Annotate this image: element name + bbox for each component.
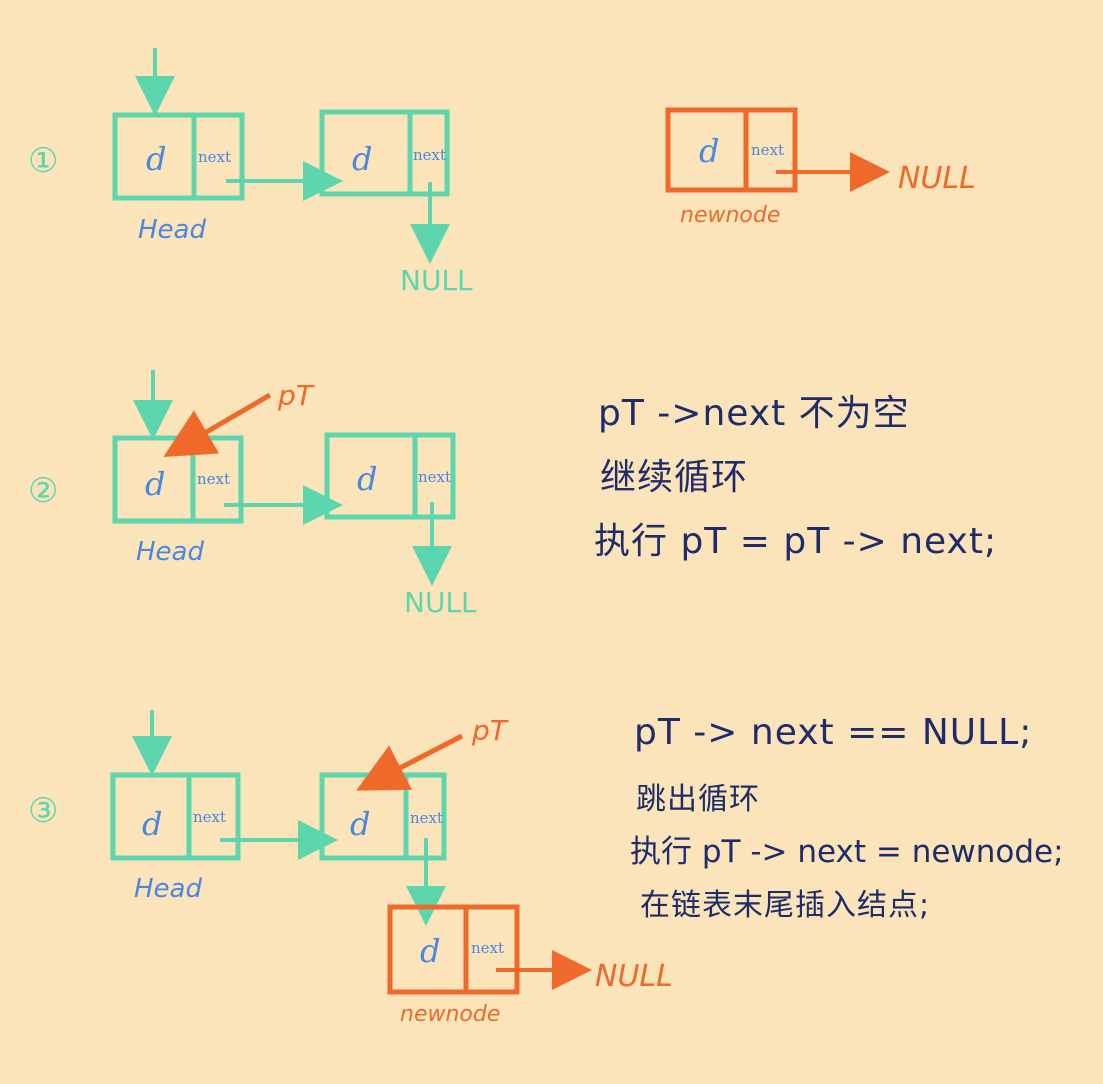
newnode-label: newnode — [680, 203, 780, 228]
list-node: d next — [319, 109, 450, 197]
pt-pointer-arrow — [163, 392, 272, 458]
node-box — [112, 112, 245, 201]
next-field-label: next — [471, 939, 504, 957]
step-3: ③ d next Head d next pT — [28, 710, 673, 1027]
step-1: ① d next Head d next NULL — [28, 48, 976, 297]
next-field-label: next — [418, 468, 451, 486]
next-field-label: next — [751, 141, 784, 159]
step-number: ③ — [28, 791, 58, 831]
list-node-head: d next — [110, 772, 241, 861]
head-label: Head — [134, 874, 202, 904]
next-field-label: next — [198, 148, 231, 166]
note-line: 执行 pT = pT -> next; — [594, 521, 998, 562]
note-line: 在链表末尾插入结点; — [640, 888, 931, 923]
node-box — [387, 904, 520, 995]
data-field-label: d — [699, 132, 719, 170]
step-number: ② — [28, 471, 58, 511]
null-label: NULL — [400, 264, 473, 297]
data-field-label: d — [142, 805, 162, 843]
pt-pointer-arrow — [356, 733, 464, 791]
new-node: d next — [665, 107, 798, 193]
data-field-label: d — [350, 805, 370, 843]
note-line: 跳出循环 — [636, 782, 760, 817]
note-line: 继续循环 — [600, 457, 749, 498]
node-box — [665, 107, 798, 193]
null-label: NULL — [595, 959, 673, 994]
list-node-head: d next — [112, 112, 245, 201]
data-field-label: d — [352, 140, 372, 178]
newnode-label: newnode — [400, 1002, 500, 1027]
head-label: Head — [136, 537, 204, 567]
list-node: d next — [324, 432, 456, 520]
head-label: Head — [138, 215, 206, 245]
node-box — [319, 109, 450, 197]
step-number: ① — [28, 141, 58, 181]
data-field-label: d — [420, 932, 440, 970]
node-box — [110, 772, 241, 861]
pt-label: pT — [277, 379, 315, 412]
next-field-label: next — [193, 808, 226, 826]
next-field-label: next — [410, 809, 443, 827]
pt-label: pT — [471, 714, 509, 747]
next-field-label: next — [197, 470, 230, 488]
data-field-label: d — [146, 140, 166, 178]
note-line: 执行 pT -> next = newnode; — [630, 834, 1064, 870]
data-field-label: d — [145, 465, 165, 503]
step-2: ② d next Head pT d next NULL — [28, 370, 477, 619]
new-node: d next — [387, 904, 520, 995]
data-field-label: d — [357, 460, 377, 498]
note-line: pT ->next 不为空 — [598, 393, 910, 434]
null-label: NULL — [404, 586, 477, 619]
note-line: pT -> next == NULL; — [634, 712, 1033, 753]
node-box — [324, 432, 456, 520]
next-field-label: next — [413, 146, 446, 164]
null-label: NULL — [898, 161, 976, 196]
